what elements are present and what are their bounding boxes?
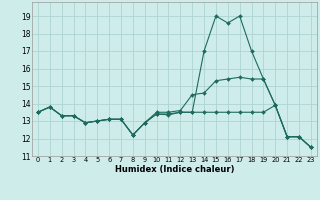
X-axis label: Humidex (Indice chaleur): Humidex (Indice chaleur) [115,165,234,174]
